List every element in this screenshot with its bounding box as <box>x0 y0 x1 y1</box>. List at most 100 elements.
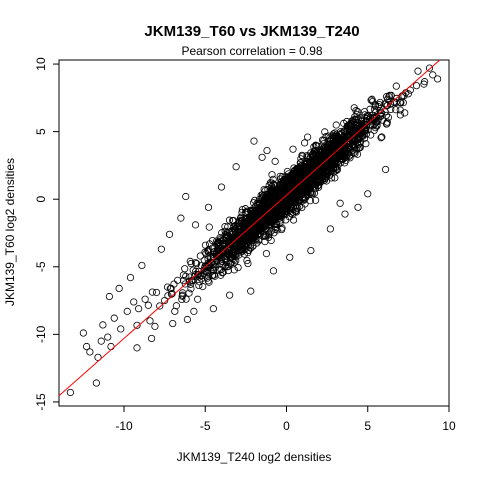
data-point <box>271 157 279 165</box>
data-point <box>221 223 229 231</box>
data-point <box>151 322 159 330</box>
data-point <box>277 216 285 224</box>
data-point <box>336 199 344 207</box>
data-point <box>331 174 339 182</box>
data-point <box>354 203 362 211</box>
data-point <box>179 277 188 285</box>
data-point <box>232 163 240 171</box>
data-point <box>284 196 292 204</box>
data-point <box>97 337 105 345</box>
data-point <box>107 342 115 351</box>
data-point <box>268 190 276 198</box>
data-point <box>182 272 190 280</box>
data-point <box>205 245 213 254</box>
data-point <box>164 292 172 300</box>
x-tick-label: 0 <box>283 419 290 433</box>
data-point <box>326 225 334 233</box>
data-point <box>332 139 340 147</box>
data-point <box>263 219 271 228</box>
data-point <box>313 142 321 150</box>
data-point <box>86 348 94 356</box>
data-point <box>218 229 226 237</box>
data-point <box>412 82 421 90</box>
data-point <box>429 71 437 79</box>
data-point <box>383 118 391 126</box>
data-point <box>425 64 434 72</box>
data-point <box>245 241 253 249</box>
data-point <box>234 263 242 272</box>
y-axis-label: JKM139_T60 log2 densities <box>3 158 17 306</box>
data-point <box>310 148 318 156</box>
data-point <box>329 132 337 140</box>
data-point <box>245 246 253 254</box>
data-point <box>135 305 143 313</box>
data-point <box>237 244 246 252</box>
data-point <box>298 152 307 160</box>
data-point <box>308 180 316 188</box>
data-point <box>278 173 286 181</box>
data-point <box>321 128 329 136</box>
data-point <box>310 160 318 168</box>
data-point <box>178 291 187 299</box>
data-point <box>314 178 323 186</box>
data-point <box>249 242 257 250</box>
data-point <box>169 319 177 328</box>
data-point <box>275 209 283 217</box>
data-point <box>213 257 221 266</box>
data-point <box>304 133 312 141</box>
data-point <box>348 129 356 137</box>
data-point <box>66 388 74 397</box>
data-point <box>312 141 320 149</box>
data-point <box>301 159 310 167</box>
data-point <box>201 241 210 249</box>
data-point <box>346 122 355 130</box>
data-point <box>182 192 190 201</box>
data-point <box>298 203 306 212</box>
data-point <box>174 276 182 284</box>
data-point <box>181 280 189 288</box>
data-point <box>307 163 315 171</box>
data-point <box>337 159 345 167</box>
data-point <box>289 145 297 153</box>
data-point <box>331 142 339 150</box>
data-point <box>191 221 200 229</box>
data-point <box>222 233 230 241</box>
data-point <box>237 213 245 221</box>
data-point <box>157 245 165 253</box>
data-point <box>312 179 320 187</box>
data-point <box>382 165 390 174</box>
data-point <box>367 96 375 104</box>
data-point <box>292 169 300 178</box>
data-point <box>270 194 278 202</box>
data-point <box>421 78 429 86</box>
data-point <box>292 204 301 212</box>
data-point <box>204 248 213 256</box>
data-point <box>187 259 195 268</box>
data-point <box>300 171 308 179</box>
data-point <box>165 230 174 238</box>
data-point <box>254 208 262 216</box>
data-point <box>297 190 305 199</box>
data-point <box>267 188 276 196</box>
data-point <box>333 159 341 167</box>
data-point <box>239 228 247 236</box>
data-point <box>414 67 422 75</box>
data-point <box>268 179 276 187</box>
data-point <box>262 250 271 258</box>
data-point <box>258 153 266 161</box>
data-point <box>83 342 91 351</box>
x-tick-label: -10 <box>115 419 133 433</box>
data-point <box>148 334 156 343</box>
data-point <box>94 353 102 361</box>
data-point <box>360 134 369 142</box>
data-point <box>231 236 239 244</box>
data-point <box>302 187 310 195</box>
data-point <box>181 265 189 273</box>
data-point <box>366 105 374 113</box>
data-point <box>167 284 175 293</box>
data-point <box>110 314 118 322</box>
data-point <box>377 134 385 142</box>
data-point <box>396 106 404 114</box>
data-point <box>211 272 219 280</box>
data-point <box>241 215 249 223</box>
